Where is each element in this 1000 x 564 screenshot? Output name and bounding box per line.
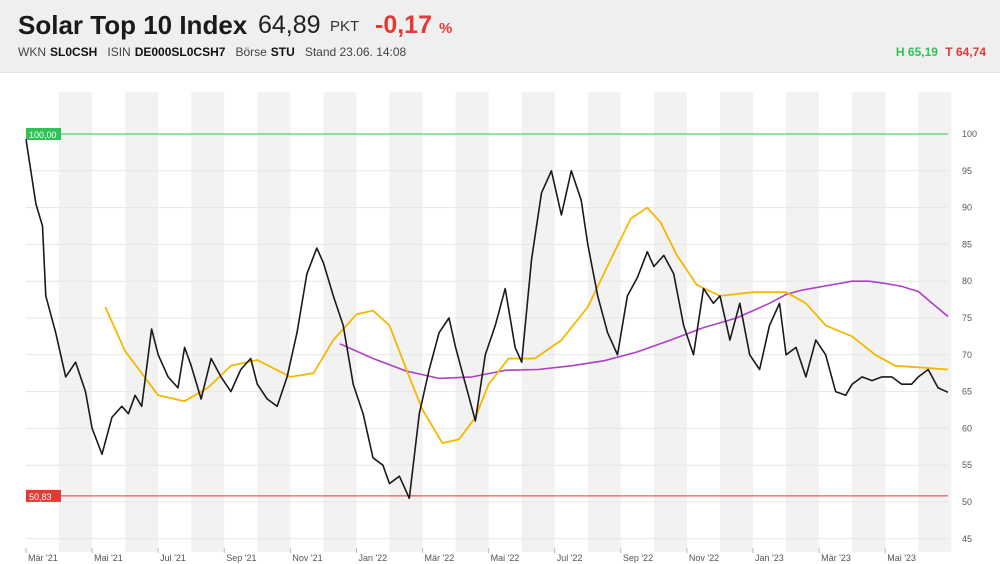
- series-lines: [25, 139, 949, 500]
- x-tick-label: Sep '22: [623, 553, 653, 563]
- day-low: T 64,74: [945, 45, 986, 59]
- x-tick-label: Nov '21: [292, 553, 322, 563]
- month-band: [323, 92, 357, 552]
- x-tick-label: Mär '21: [28, 553, 58, 563]
- month-band: [455, 92, 489, 552]
- quote-header: Solar Top 10 Index 64,89 PKT -0,17 % WKN…: [0, 0, 1000, 73]
- reference-label: 100,00: [29, 130, 57, 140]
- x-tick-label: Sep '21: [226, 553, 256, 563]
- x-tick-label: Mai '23: [887, 553, 916, 563]
- reference-label-bg: [26, 489, 61, 502]
- y-axis: 45 50 55 60 65 70 75 80 85 90 95 100: [962, 129, 977, 544]
- wkn-value: SL0CSH: [50, 45, 98, 59]
- x-tick-label: Mär '23: [821, 553, 851, 563]
- instrument-meta: WKN SL0CSH ISIN DE000SL0CSH7 Börse STU Stan…: [18, 45, 410, 59]
- month-band: [786, 92, 820, 552]
- price-unit: PKT: [330, 18, 360, 35]
- x-tick-label: Jan '22: [358, 553, 387, 563]
- x-axis: Mär '21 Mai '21 Jul '21 Sep '21 Nov '21 Jan '…: [25, 548, 916, 563]
- day-high: H 65,19: [895, 45, 938, 59]
- y-tick-label: 75: [962, 313, 972, 323]
- month-band: [389, 92, 423, 552]
- x-tick-label: Jan '23: [755, 553, 784, 563]
- exchange-value: STU: [270, 45, 295, 59]
- wkn-label: WKN: [18, 45, 46, 59]
- isin-label: ISIN: [107, 45, 131, 59]
- price-change: -0,17: [375, 11, 432, 39]
- x-tick-label: Nov '22: [689, 553, 719, 563]
- x-tick-label: Mär '22: [425, 553, 455, 563]
- month-band: [125, 92, 159, 552]
- exchange-label: Börse: [235, 45, 267, 59]
- y-tick-label: 95: [962, 166, 972, 176]
- month-band: [191, 92, 225, 552]
- y-tick-label: 85: [962, 239, 972, 249]
- y-tick-label: 45: [962, 534, 972, 544]
- page-title: Solar Top 10 Index: [18, 10, 248, 40]
- price-line: [25, 139, 949, 500]
- isin-value: DE000SL0CSH7: [134, 45, 226, 59]
- price-chart[interactable]: 100,00 50,83 45 50 55 60 65 70 75 80 85 90 95 100 Mä…: [0, 72, 1000, 564]
- reference-label-bg: [26, 128, 61, 140]
- day-range: H 65,19 T 64,74: [896, 45, 986, 59]
- y-tick-label: 70: [962, 350, 972, 360]
- reference-label: 50,83: [29, 492, 52, 502]
- y-tick-label: 65: [962, 387, 972, 397]
- y-tick-label: 80: [962, 276, 972, 286]
- y-tick-label: 60: [962, 423, 972, 433]
- month-bands: [59, 92, 952, 552]
- month-band: [521, 92, 555, 552]
- reference-lines: 100,00 50,83: [26, 128, 948, 502]
- month-band: [918, 92, 952, 552]
- x-tick-label: Mai '22: [491, 553, 520, 563]
- y-tick-label: 100: [962, 129, 977, 139]
- x-tick-label: Jul '22: [557, 553, 583, 563]
- last-price: 64,89: [258, 11, 321, 39]
- month-band: [852, 92, 886, 552]
- x-tick-label: Mai '21: [94, 553, 123, 563]
- as-of-timestamp: Stand 23.06. 14:08: [304, 45, 407, 59]
- month-band: [59, 92, 93, 552]
- y-tick-label: 55: [962, 460, 972, 470]
- y-tick-label: 90: [962, 203, 972, 213]
- change-percent-symbol: %: [439, 20, 453, 37]
- y-tick-label: 50: [962, 497, 972, 507]
- ma_short-line: [104, 206, 949, 444]
- x-tick-label: Jul '21: [160, 553, 186, 563]
- month-band: [653, 92, 687, 552]
- month-band: [257, 92, 291, 552]
